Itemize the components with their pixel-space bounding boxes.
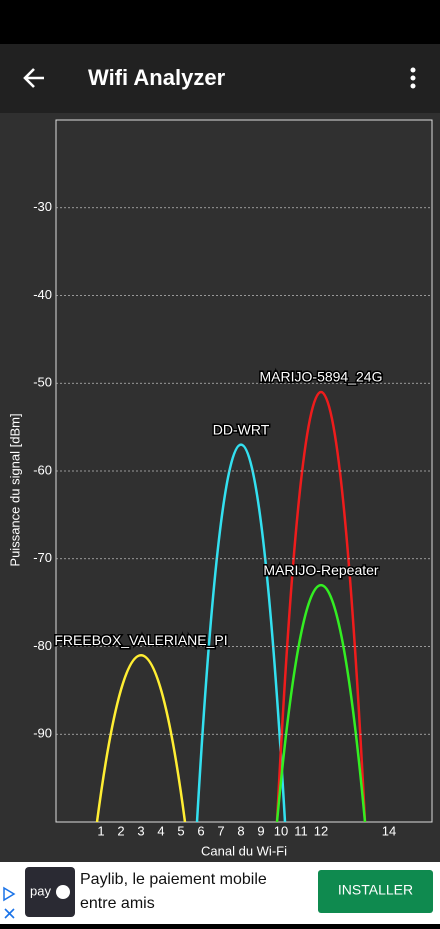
x-tick-label: 12 [314, 823, 328, 838]
status-bar [0, 0, 440, 44]
menu-button[interactable] [410, 67, 416, 89]
x-tick-label: 3 [137, 823, 144, 838]
x-tick-label: 8 [237, 823, 244, 838]
y-tick-label: -40 [33, 287, 52, 302]
network-label: DD-WRT [213, 421, 270, 437]
network-label: MARIJO-Repeater [263, 562, 378, 578]
x-tick-label: 10 [274, 823, 288, 838]
network-curve [275, 391, 367, 822]
plot [95, 391, 367, 822]
app-bar [0, 44, 440, 113]
y-tick-label: -30 [33, 199, 52, 214]
ad-logo [25, 867, 75, 917]
x-tick-label: 9 [257, 823, 264, 838]
x-tick-label: 7 [217, 823, 224, 838]
x-tick-label: 4 [157, 823, 164, 838]
ad-close[interactable] [4, 908, 15, 919]
x-tick-label: 1 [97, 823, 104, 838]
y-tick-label: -80 [33, 638, 52, 653]
chart-area [0, 113, 440, 862]
ad-logo-icon [56, 885, 70, 899]
ad-logo-text: pay [30, 883, 51, 898]
y-tick-label: -50 [33, 375, 52, 390]
x-tick-label: 5 [177, 823, 184, 838]
network-curve [95, 654, 187, 822]
y-tick-label: -60 [33, 462, 52, 477]
x-tick-label: 2 [117, 823, 124, 838]
y-axis-label: Puissance du signal [dBm] [7, 413, 22, 566]
back-button[interactable] [23, 68, 44, 88]
x-axis-label: Canal du Wi-Fi [201, 843, 287, 858]
x-tick-label: 6 [197, 823, 204, 838]
install-button-label: INSTALLER [338, 882, 413, 898]
ad-choices[interactable] [3, 886, 16, 902]
y-tick-label: -70 [33, 550, 52, 565]
install-button[interactable] [318, 870, 433, 913]
x-tick-label: 11 [294, 823, 308, 838]
network-label: MARIJO-5894_24G [260, 369, 383, 385]
y-tick-label: -90 [33, 726, 52, 741]
network-curve [195, 443, 287, 822]
network-curve [275, 583, 367, 822]
app-title: Wifi Analyzer [88, 65, 226, 90]
network-label: FREEBOX_VALERIANE_PI [54, 632, 227, 648]
ad-text: Paylib, le paiement mobile entre amis [80, 871, 267, 912]
x-tick-label: 14 [382, 823, 396, 838]
